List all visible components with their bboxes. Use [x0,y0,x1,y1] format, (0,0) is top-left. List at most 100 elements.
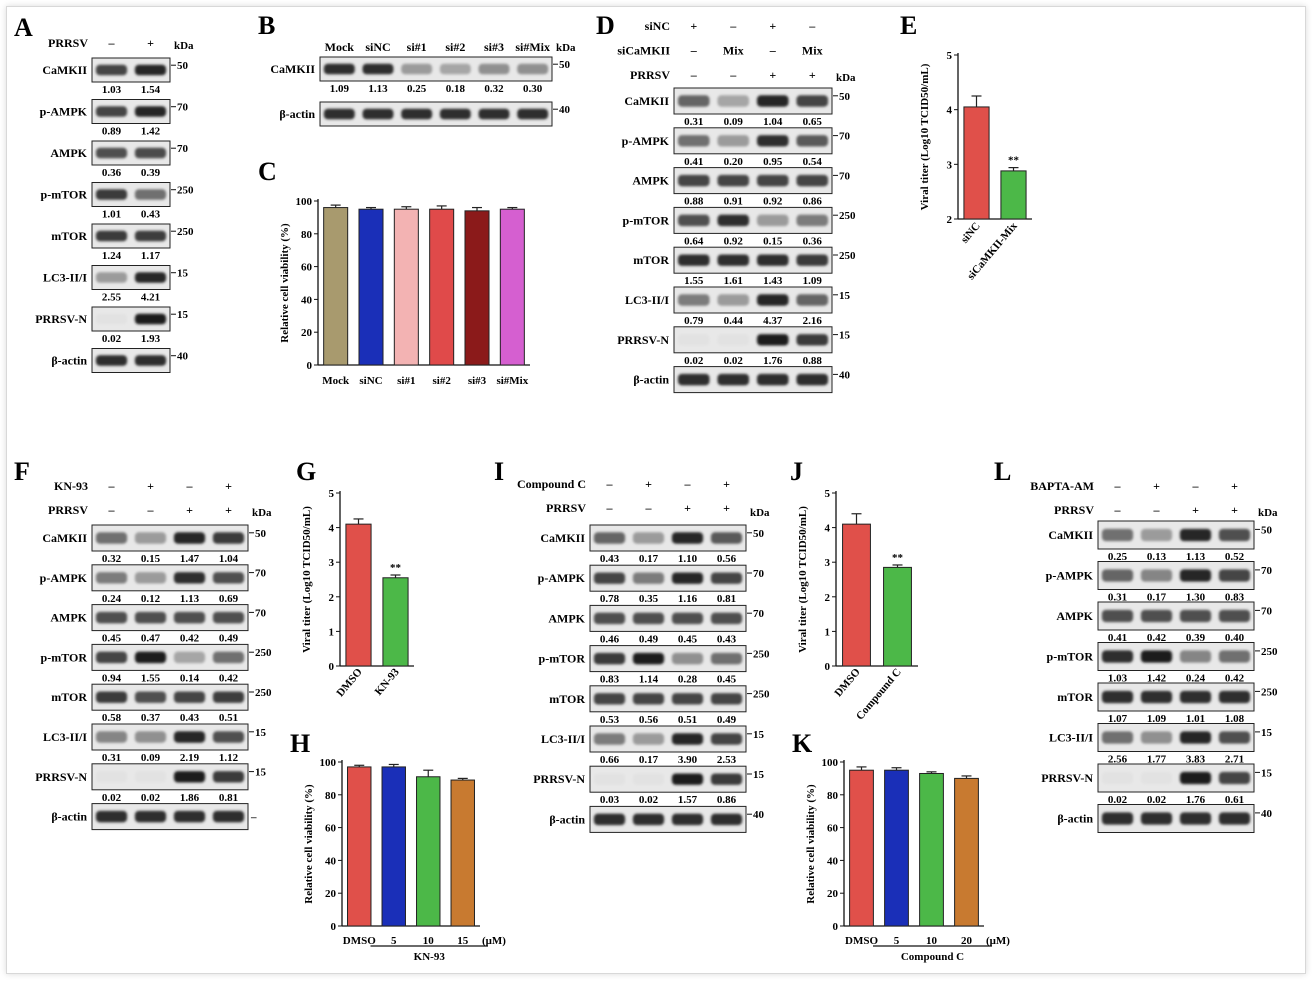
blotF-mw-label: 250 [255,647,272,659]
blotA-quant-value: 1.93 [141,333,161,345]
chart-H-y-tick-label: 0 [331,921,337,933]
blotL-band [1101,650,1134,663]
chart-H-x-tick-label: 5 [391,935,397,947]
blotD-band [677,214,710,227]
chart-C-x-tick-label: si#1 [397,375,415,387]
blotL-band [1179,812,1212,825]
chart-G-significance: ** [390,562,402,574]
blotL-quant-value: 0.02 [1147,794,1167,806]
blotL-band [1218,731,1251,744]
chart-C-bar [429,208,455,366]
chart-K-unit-label: (μM) [986,935,1010,947]
blotD-row-label: mTOR [633,253,669,267]
panel-label-j: J [790,457,803,486]
blotD-quant-value: 0.92 [763,196,783,208]
blotD-row-label: PRRSV-N [617,333,669,347]
blotI-band [632,612,665,625]
chart-K-y-tick-label: 0 [833,921,839,933]
blotD-mw-label: 15 [839,330,851,342]
chart-C-bar [499,208,525,366]
chart-J-y-tick-label: 4 [825,523,831,535]
blotF-band [134,771,167,783]
blotD-quant-value: 1.04 [763,116,783,128]
blotF-quant-value: 0.43 [180,712,200,724]
blotI-band [632,773,665,785]
blotF-quant-value: 0.45 [102,633,122,645]
blotI-quant-value: 0.78 [600,593,620,605]
blotF-band [95,691,128,703]
blotD-kda-label: kDa [836,72,856,84]
chart-K-y-axis-title: Relative cell viability (%) [805,784,817,904]
blotI-band [710,813,743,826]
chart-H-y-tick-label: 80 [325,790,337,802]
blotA-row-label: CaMKII [42,63,87,77]
blotF-mw-label: 50 [255,528,267,540]
blotI-row-label: β-actin [549,812,585,826]
chart-J-bar [842,523,871,667]
chart-K-x-tick-label: DMSO [845,935,878,947]
blotD-quant-value: 0.86 [803,196,823,208]
blotF-row-label: p-AMPK [40,571,88,585]
blotL-band [1101,609,1134,623]
blotA-row-label: p-mTOR [41,188,88,202]
blotL-quant-value: 0.83 [1225,592,1245,604]
blotA-band [134,313,167,325]
blotI-quant-value: 3.90 [678,754,698,766]
chart-C-y-tick-label: 0 [307,360,313,372]
blotD-band [717,174,750,187]
blotI-band [593,693,626,705]
blotL-quant-value: 1.30 [1186,592,1206,604]
chart-C-y-tick-label: 60 [301,262,313,274]
blotA-row-label: p-AMPK [40,105,88,119]
chart-H-bar [381,766,406,927]
blotD-quant-value: 0.91 [724,196,743,208]
chart-H-unit-label: (μM) [482,935,506,947]
blotL-band [1140,650,1173,663]
blotA-row-label: LC3-II/I [43,271,87,285]
blotL-quant-value: 1.01 [1186,713,1205,725]
blotD-band [717,95,750,107]
chart-J-bar [883,566,912,667]
blotD-quant-value: 0.65 [803,116,823,128]
blotI-header-sign: – [606,501,614,515]
blotL-mw-label: 50 [1261,524,1273,536]
blotL-quant-value: 1.76 [1186,794,1206,806]
blotI-mw-label: 70 [753,608,765,620]
blotA-quant-value: 1.24 [102,250,122,262]
blotD-quant-value: 0.02 [684,355,704,367]
panel-label-i: I [494,457,504,486]
blotA-header-label: PRRSV [48,36,88,50]
chart-G-y-tick-label: 1 [329,626,335,638]
blotA-quant-value: 2.55 [102,292,122,304]
blotD-band [796,174,829,187]
blotI-quant-value: 0.17 [639,553,659,565]
blotL-quant-value: 0.31 [1108,592,1127,604]
blotL-quant-value: 1.03 [1108,673,1128,685]
blotA-band [134,147,167,159]
blotA-mw-label: 15 [177,309,189,321]
blotL-band [1140,731,1173,744]
blotL-band [1101,771,1134,785]
blotA-band [95,313,128,325]
blotI-quant-value: 0.66 [600,754,620,766]
blotF-band [95,651,128,664]
blotF-band [134,532,167,544]
blotD-header-sign: + [769,68,776,82]
blotL-band [1140,609,1173,623]
chart-C-x-tick-label: si#Mix [496,375,528,387]
blotD-quant-value: 0.20 [724,156,744,168]
blotD-quant-value: 0.44 [724,315,744,327]
blotI-quant-value: 0.56 [717,553,737,565]
blotD-band [677,135,710,147]
blotI-band [671,572,704,584]
blotA-quant-value: 1.54 [141,84,161,96]
blotL-mw-label: 15 [1261,767,1273,779]
blotI-header-sign: + [684,501,691,515]
panel-label-k: K [792,729,813,758]
blotF-quant-value: 1.86 [180,792,200,804]
blotL-band [1179,528,1212,542]
blotD-quant-value: 1.55 [684,275,704,287]
chart-K-y-tick-label: 80 [827,790,839,802]
chart-J-x-tick-label: DMSO [832,666,863,699]
